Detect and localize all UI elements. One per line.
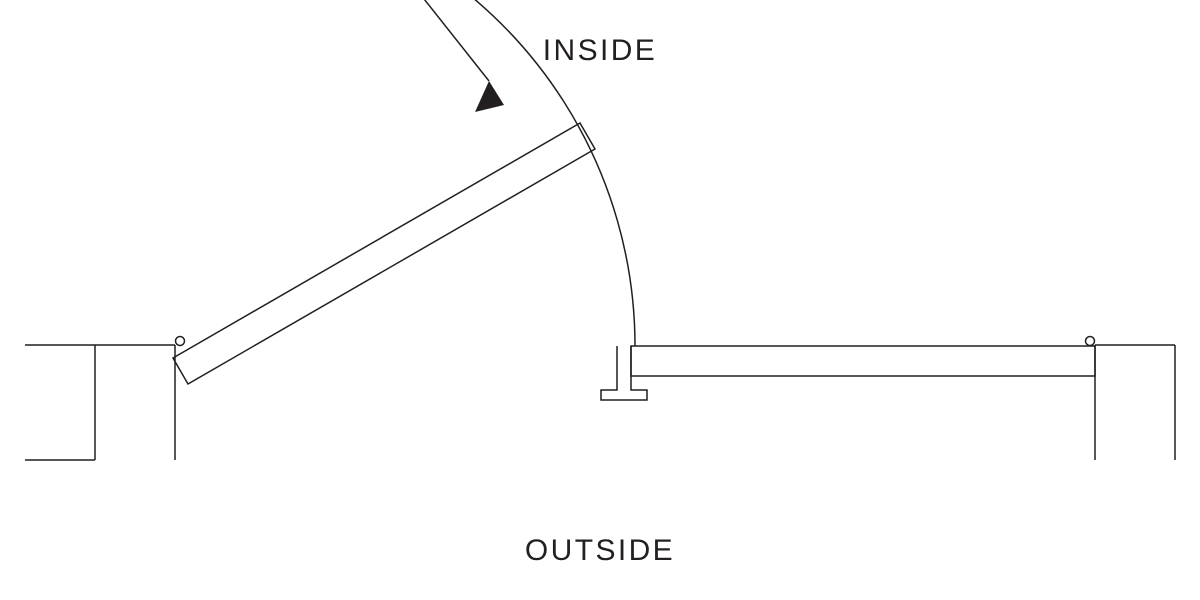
hinge-pin-left — [176, 337, 185, 346]
center-mullion — [601, 346, 647, 400]
label-outside: OUTSIDE — [525, 534, 675, 567]
line-geometry — [25, 0, 1175, 460]
swing-arc-lead — [372, 0, 489, 81]
label-inside: INSIDE — [543, 34, 657, 67]
swing-arrowhead — [475, 81, 504, 112]
right-leaf-closed — [631, 346, 1095, 376]
door-swing-diagram: INSIDE OUTSIDE — [0, 0, 1200, 600]
hinge-pin-right — [1086, 337, 1095, 346]
left-leaf-open — [173, 123, 595, 384]
